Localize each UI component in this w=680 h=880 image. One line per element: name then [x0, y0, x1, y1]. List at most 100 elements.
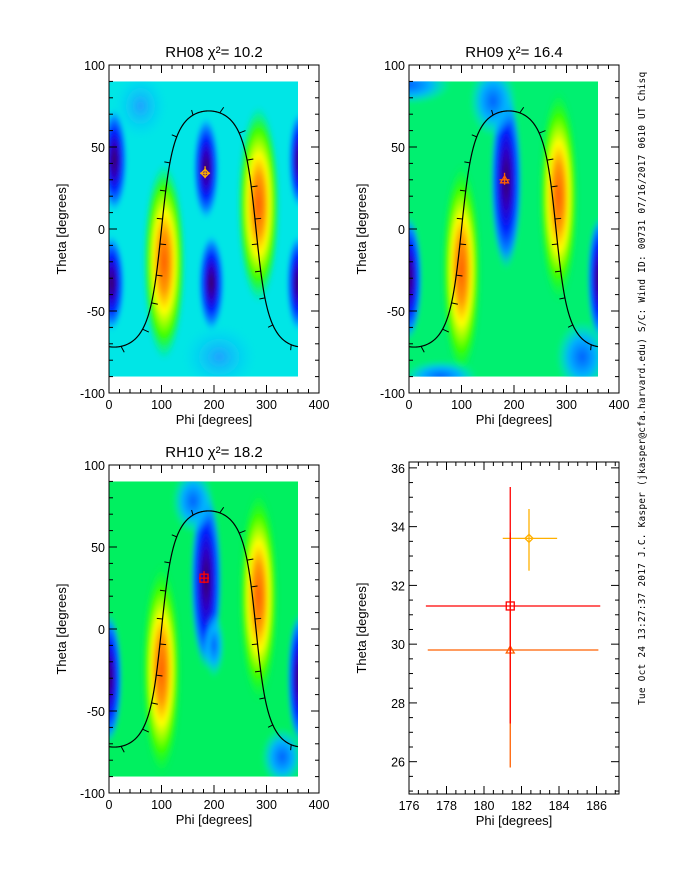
x-tick-label: 300: [256, 398, 277, 412]
heatmap-cool-region: [261, 727, 298, 777]
plot-frame: [408, 461, 620, 795]
heatmap-high-region: [141, 563, 182, 777]
curve-tick: [267, 324, 274, 328]
heatmap-high-region: [237, 105, 280, 303]
y-tick-label: 0: [398, 223, 405, 237]
x-tick-label: 400: [309, 798, 330, 812]
x-tick-label: 100: [451, 398, 472, 412]
curve-tick: [159, 589, 166, 592]
curve-tick: [551, 185, 558, 188]
panel-1: 0 100 200 300 400 -100 -50 0 50 100 Phi [degrees] T…: [54, 44, 329, 427]
curve-tick: [464, 161, 470, 164]
square-marker: [505, 601, 515, 611]
curve-tick: [451, 302, 458, 305]
curve-tick: [142, 328, 150, 333]
curve-tick: [259, 297, 266, 300]
curve-tick: [251, 243, 258, 246]
y-tick-label: -50: [87, 705, 105, 719]
curve-tick: [456, 274, 463, 277]
y-axis-label: Theta [degrees]: [54, 583, 69, 674]
curve-tick: [590, 344, 592, 351]
curve-tick: [219, 106, 225, 114]
y-tick-label: 30: [391, 638, 405, 652]
y-tick-label: 36: [391, 462, 405, 476]
x-tick-label: 400: [309, 398, 330, 412]
heatmap-low-region: [286, 233, 298, 333]
data-point-diamond: [502, 509, 558, 571]
curve-tick: [254, 217, 262, 220]
x-axis-label: Phi [degrees]: [176, 412, 253, 427]
curve-tick: [120, 346, 125, 353]
diamond-marker: [524, 533, 534, 544]
curve-tick: [519, 106, 525, 114]
heatmap-cool-region: [409, 360, 478, 377]
x-tick-label: 176: [399, 799, 420, 813]
curve-tick: [159, 643, 167, 646]
y-tick-label: 50: [91, 141, 105, 155]
curve-tick: [219, 506, 225, 514]
curve-tick: [254, 617, 262, 620]
curve-tick: [239, 130, 246, 134]
heatmap-cool-region: [556, 320, 598, 377]
x-tick-label: 400: [609, 398, 630, 412]
heatmap-cool-region: [203, 612, 225, 679]
y-tick-label: -50: [387, 305, 405, 319]
heatmap-mid-region: [114, 81, 167, 139]
curve-tick: [164, 161, 170, 164]
curve-tick: [156, 274, 163, 277]
plot-title: RH09 χ²= 16.4: [465, 44, 563, 61]
x-axis-label: Phi [degrees]: [476, 412, 553, 427]
curve-tick: [171, 134, 177, 138]
x-tick-label: 180: [474, 799, 495, 813]
fit-curve: [108, 110, 299, 348]
heatmap-mid-region: [182, 324, 256, 377]
curve-tick: [539, 130, 546, 134]
y-tick-label: -50: [87, 305, 105, 319]
heatmap: [409, 81, 598, 377]
heatmap: [109, 81, 298, 377]
y-tick-label: 34: [391, 521, 405, 535]
heatmap-low-region: [109, 107, 128, 213]
y-tick-label: 26: [391, 756, 405, 770]
y-tick-label: -100: [80, 787, 105, 801]
heatmap-low-region: [409, 215, 423, 341]
y-tick-label: -100: [80, 387, 105, 401]
y-axis-label: Theta [degrees]: [354, 183, 369, 274]
y-tick-label: 100: [84, 59, 105, 73]
curve-tick: [559, 297, 566, 300]
curve-tick: [554, 217, 562, 220]
y-tick-label: 100: [384, 59, 405, 73]
x-tick-label: 200: [204, 798, 225, 812]
curve-tick: [151, 702, 158, 705]
y-tick-label: 0: [98, 223, 105, 237]
y-tick-label: 100: [84, 459, 105, 473]
fit-curve: [408, 110, 599, 348]
y-axis-label: Theta [degrees]: [54, 183, 69, 274]
x-axis-label: Phi [degrees]: [176, 812, 253, 827]
curve-tick: [567, 324, 574, 328]
x-tick-label: 100: [151, 798, 172, 812]
curve-tick: [456, 217, 463, 220]
x-tick-label: 100: [151, 398, 172, 412]
curve-tick: [156, 674, 163, 677]
data-point-triangle: [427, 532, 599, 768]
curve-tick: [191, 109, 194, 116]
curve-tick: [491, 109, 494, 116]
plot-title: RH10 χ²= 18.2: [165, 444, 263, 461]
x-tick-label: 300: [256, 798, 277, 812]
heatmap-low-region: [198, 233, 225, 333]
curve-tick: [267, 724, 274, 728]
curve-tick: [191, 509, 194, 516]
curve-tick: [246, 558, 254, 561]
fit-curve: [108, 510, 299, 748]
curve-tick: [159, 243, 167, 246]
panel-3: 0 100 200 300 400 -100 -50 0 50 100 Phi [degrees] T…: [54, 444, 329, 827]
curve-tick: [120, 746, 125, 753]
heatmap-low-region: [109, 233, 125, 333]
curve-tick: [459, 189, 466, 192]
curve-tick: [259, 697, 266, 700]
curve-tick: [442, 328, 450, 333]
curve-tick: [239, 530, 246, 534]
